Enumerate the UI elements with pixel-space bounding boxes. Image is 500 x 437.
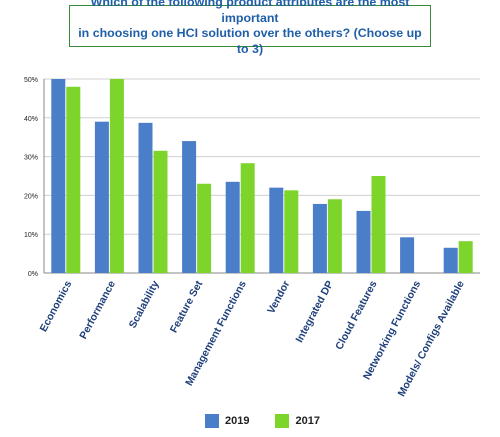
y-tick-label: 20% (24, 193, 38, 200)
legend-item-2019: 2019 (205, 414, 249, 428)
legend-swatch-2017 (275, 414, 290, 428)
x-tick-label: Integrated DP (293, 279, 336, 345)
x-tick-label: Performance (77, 279, 118, 341)
bar-2017-0 (66, 86, 81, 273)
bar-2017-2 (153, 150, 168, 273)
bar-2019-9 (443, 247, 458, 273)
bar-2017-5 (284, 190, 299, 273)
bar-2019-1 (94, 121, 109, 274)
title-line-1: Which of the following product attribute… (90, 0, 410, 25)
bar-2019-4 (225, 181, 240, 273)
bar-2017-1 (109, 79, 124, 273)
bar-2019-3 (182, 141, 197, 273)
bar-2017-6 (327, 199, 342, 273)
bar-2019-8 (400, 237, 415, 273)
legend: 2019 2017 (205, 414, 346, 428)
bar-2017-9 (458, 241, 473, 273)
bar-2019-0 (51, 79, 66, 273)
legend-item-2017: 2017 (275, 414, 320, 428)
x-tick-label: Feature Set (168, 278, 206, 335)
bar-2017-7 (371, 176, 386, 273)
bar-2019-5 (269, 187, 284, 273)
y-tick-label: 10% (24, 232, 38, 239)
legend-label-2019: 2019 (225, 415, 250, 427)
x-tick-label: Vendor (265, 279, 292, 316)
bar-2019-6 (312, 203, 327, 273)
title-line-2: in choosing one HCI solution over the ot… (78, 26, 422, 56)
bar-2017-3 (197, 183, 212, 273)
bar-2019-7 (356, 210, 371, 273)
x-tick-label: Cloud Features (333, 279, 380, 352)
chart-title: Which of the following product attribute… (69, 0, 431, 56)
bar-2017-4 (240, 163, 255, 273)
bar-2019-2 (138, 122, 153, 274)
y-tick-label: 30% (24, 155, 38, 162)
x-tick-label: Economics (38, 279, 75, 334)
y-tick-label: 0% (28, 271, 38, 278)
y-tick-label: 50% (24, 77, 38, 84)
legend-swatch-2019 (205, 414, 219, 428)
x-tick-label: Scalability (127, 279, 162, 331)
legend-label-2017: 2017 (295, 415, 320, 427)
y-tick-label: 40% (24, 116, 38, 123)
